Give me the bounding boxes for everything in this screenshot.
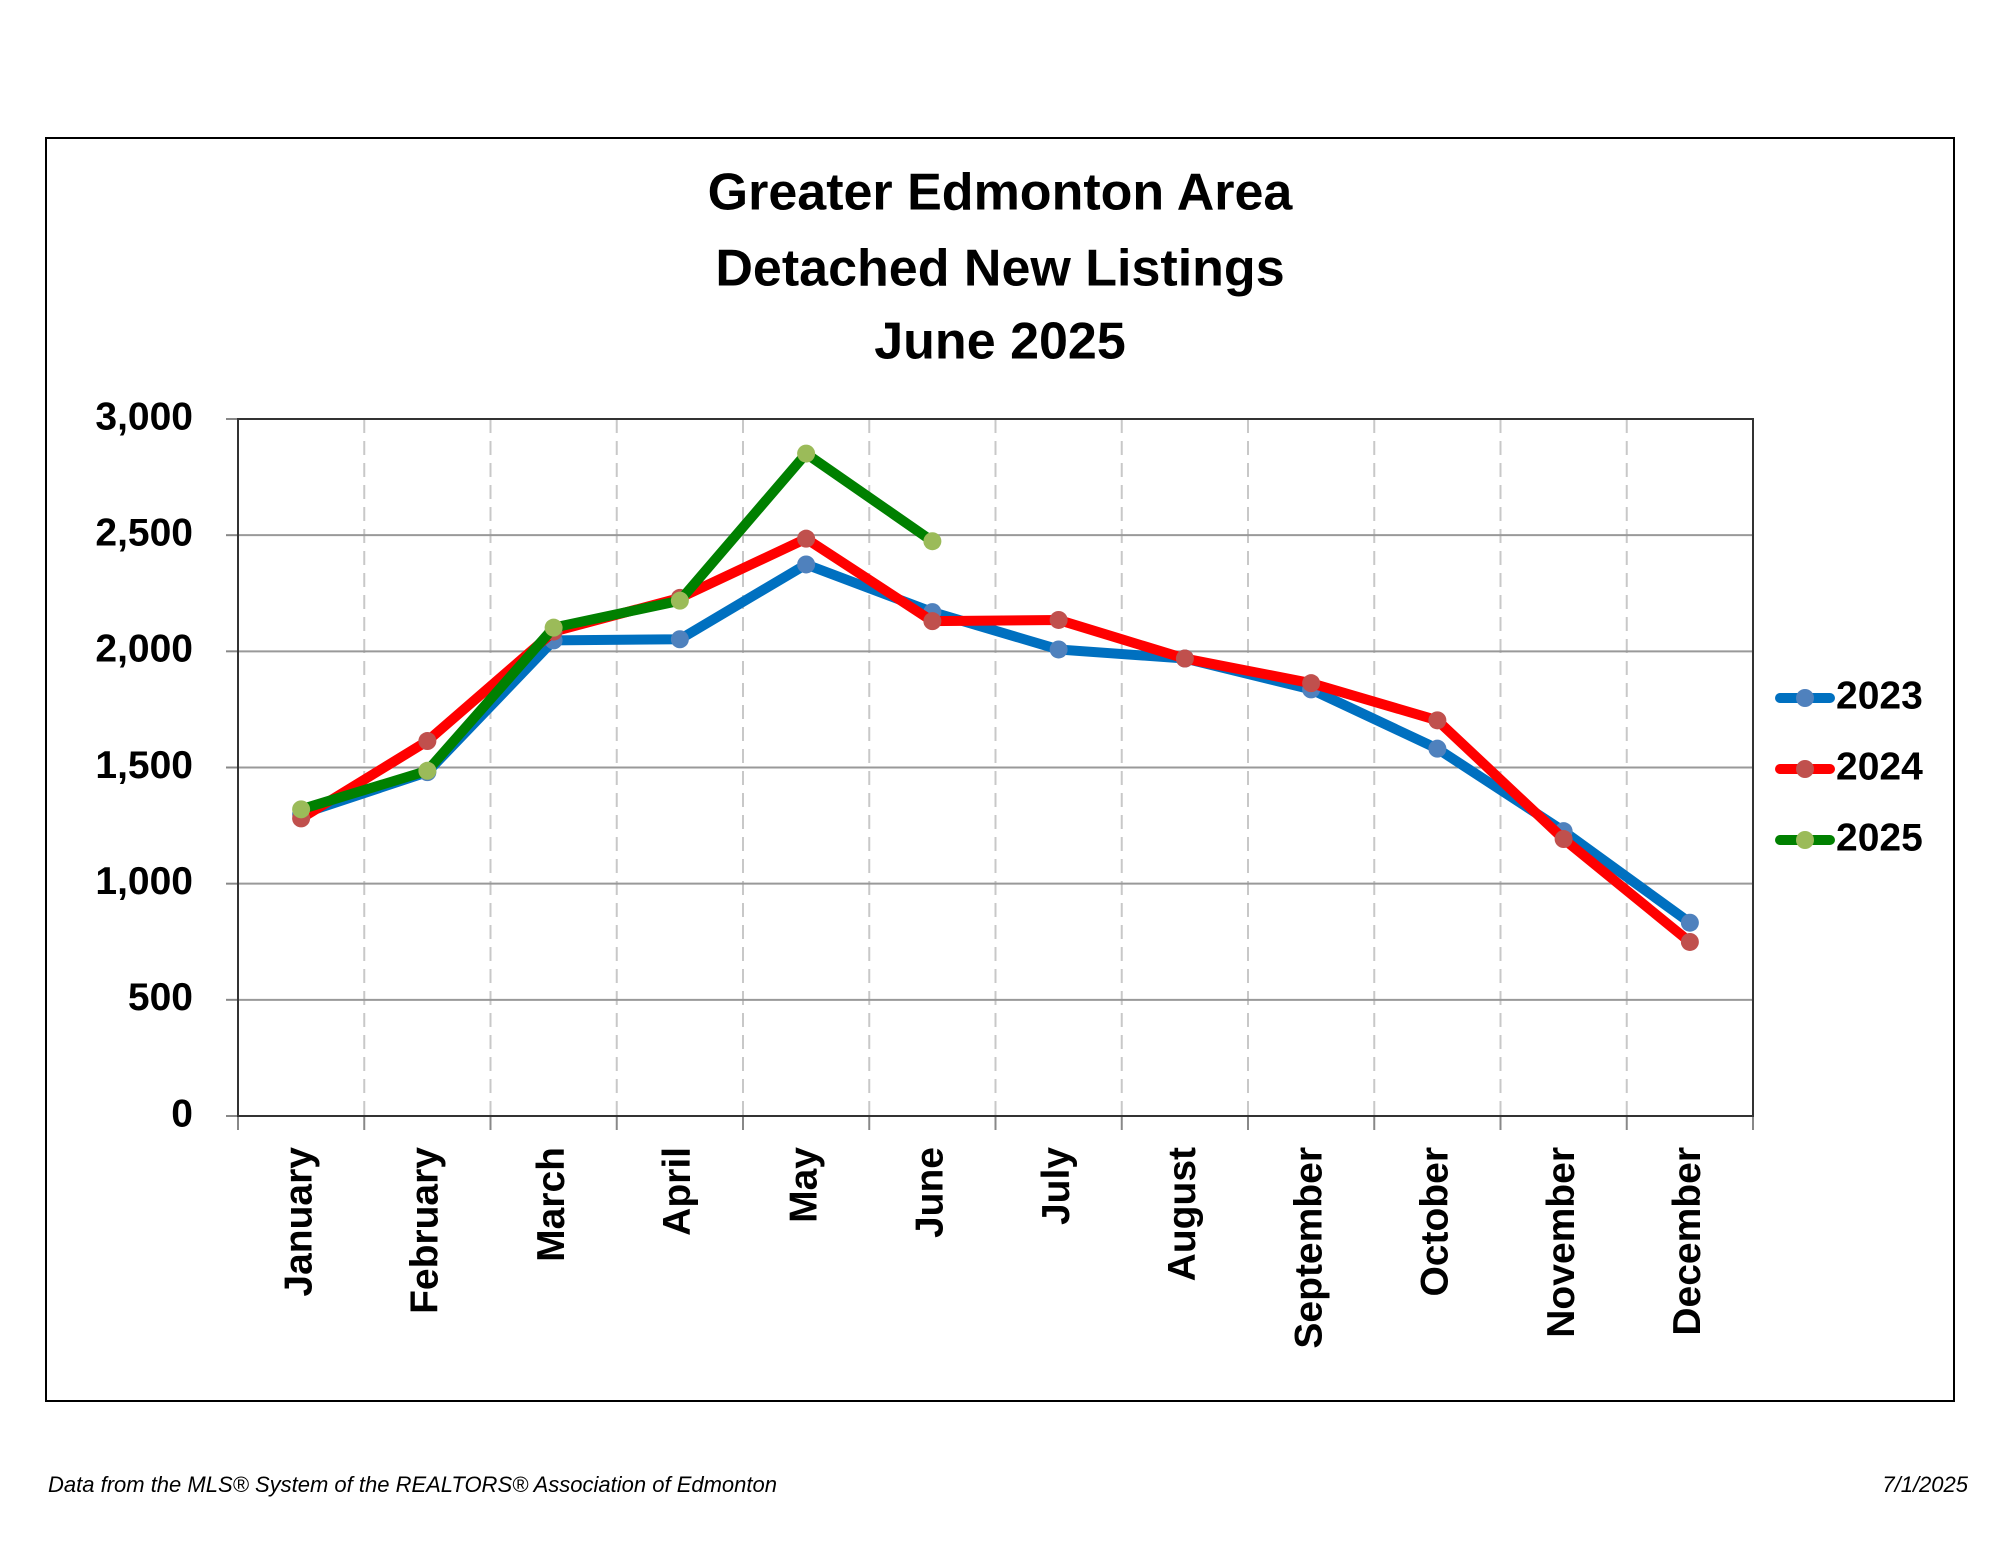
series-line [299, 448, 936, 815]
y-tick-label: 1,500 [95, 744, 193, 787]
data-point [1049, 610, 1068, 629]
x-tick-label: September [1287, 1147, 1330, 1349]
x-tick-label: October [1414, 1147, 1457, 1297]
x-tick-label: November [1540, 1147, 1583, 1338]
data-point [923, 532, 942, 551]
y-tick-label: 2,000 [95, 628, 193, 671]
x-tick-label: April [656, 1147, 699, 1236]
data-point [1428, 739, 1447, 758]
data-point [1049, 640, 1068, 659]
x-tick-label: January [277, 1147, 320, 1297]
data-point [1680, 932, 1699, 951]
data-point [923, 612, 942, 631]
chart-title: Detached New Listings [715, 240, 1284, 298]
x-tick-label: August [1161, 1147, 1204, 1281]
data-point [670, 630, 689, 649]
y-tick-label: 1,000 [95, 860, 193, 903]
x-tick-label: March [530, 1147, 573, 1262]
chart-title: June 2025 [874, 313, 1126, 371]
data-point [670, 591, 689, 610]
legend-label: 2023 [1836, 674, 1923, 717]
legend-marker [1796, 760, 1814, 778]
x-tick-label: December [1666, 1147, 1709, 1336]
data-point [418, 732, 437, 751]
y-tick-label: 2,500 [95, 511, 193, 554]
y-tick-label: 500 [128, 976, 193, 1019]
y-tick-label: 0 [171, 1092, 193, 1135]
x-tick-label: June [909, 1147, 952, 1238]
data-point [1680, 913, 1699, 932]
chart-title: Greater Edmonton Area [708, 164, 1294, 222]
data-point [292, 800, 311, 819]
data-point [797, 555, 816, 574]
source-note: Data from the MLS® System of the REALTOR… [48, 1472, 777, 1497]
legend-marker [1796, 831, 1814, 849]
legend-marker [1796, 689, 1814, 707]
data-point [797, 444, 816, 463]
x-tick-label: July [1035, 1147, 1078, 1225]
data-point [544, 618, 563, 637]
date-note: 7/1/2025 [1882, 1472, 1968, 1497]
data-point [797, 529, 816, 548]
plot-border [237, 418, 1754, 1117]
chart-frame [45, 137, 1955, 1402]
legend-label: 2025 [1836, 816, 1923, 859]
series-line [299, 559, 1693, 927]
data-point [418, 761, 437, 780]
legend-label: 2024 [1836, 745, 1923, 788]
x-tick-label: May [782, 1147, 825, 1223]
data-point [1175, 649, 1194, 668]
y-tick-label: 3,000 [95, 395, 193, 438]
data-point [1428, 711, 1447, 730]
data-point [1554, 830, 1573, 849]
data-point [1302, 674, 1321, 693]
x-tick-label: February [404, 1147, 447, 1314]
